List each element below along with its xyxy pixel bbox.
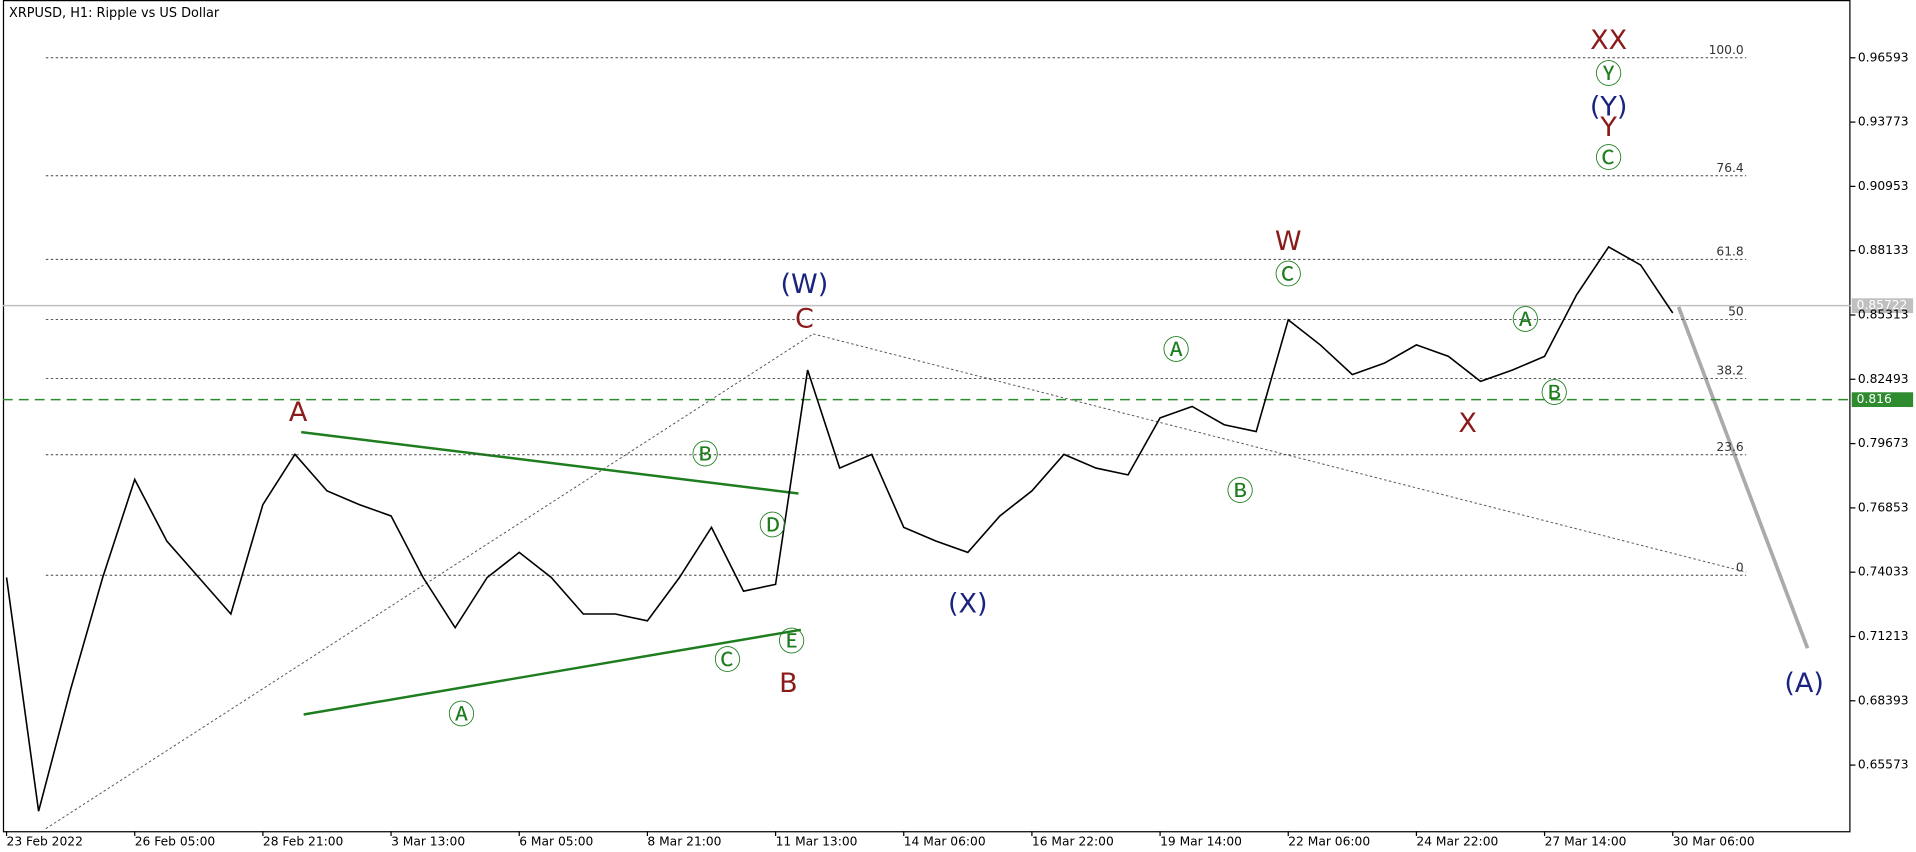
x-tick-label: 11 Mar 13:00 [776,835,858,849]
y-tick-label: 0.96593 [1858,50,1909,64]
wave-label: A [289,397,308,428]
x-tick-label: 3 Mar 13:00 [391,835,465,849]
price-label-box [1851,298,1914,314]
x-tick-label: 30 Mar 06:00 [1673,835,1755,849]
x-tick-label: 16 Mar 22:00 [1032,835,1114,849]
wave-label: (W) [781,269,829,300]
wave-label: Ⓑ [1227,477,1254,508]
wave-label: Ⓒ [714,645,741,676]
x-tick-label: 14 Mar 06:00 [904,835,986,849]
wave-label: (X) [948,588,988,619]
plot-frame [2,0,1851,833]
y-tick-label: 0.82493 [1858,372,1909,386]
x-tick-label: 19 Mar 14:00 [1160,835,1242,849]
wave-label: C [795,303,814,334]
x-tick-label: 28 Feb 21:00 [263,835,343,849]
wave-label: Ⓐ [1512,306,1539,337]
wave-label: Ⓒ [1595,144,1622,175]
x-tick-label: 6 Mar 05:00 [519,835,593,849]
y-tick-label: 0.76853 [1858,500,1909,514]
x-tick-label: 23 Feb 2022 [7,835,83,849]
wave-label: Ⓑ [692,440,719,471]
triangle-line [301,430,799,495]
triangle-line [303,628,802,716]
y-tick-label: 0.68393 [1858,693,1909,707]
trend-line [813,333,1747,573]
x-tick-label: 27 Mar 14:00 [1545,835,1627,849]
y-tick-label: 0.90953 [1858,179,1909,193]
wave-label: Ⓨ [1595,59,1622,90]
chart-title: XRPUSD, H1: Ripple vs US Dollar [9,6,220,21]
y-tick-label: 0.79673 [1858,436,1909,450]
wave-label: Ⓓ [759,511,786,542]
wave-label: Ⓔ [778,627,805,658]
wave-label: (A) [1784,668,1824,699]
wave-label: Ⓐ [1163,335,1190,366]
wave-label: (Y) [1590,91,1628,122]
x-tick-label: 8 Mar 21:00 [647,835,721,849]
wave-label: X [1458,408,1476,439]
fib-label: 50 [1728,305,1744,319]
wave-label: B [779,668,798,699]
price-label: 0.816 [1857,392,1892,406]
wave-label: XX [1590,25,1627,56]
fib-label: 23.6 [1716,440,1744,454]
plot-layer [45,306,1810,830]
fib-label: 0 [1736,560,1744,574]
y-tick-label: 0.65573 [1858,758,1909,772]
forecast-line [1676,306,1810,649]
fib-label: 76.4 [1716,161,1744,175]
fib-label: 100.0 [1709,43,1744,57]
price-label: 0.85722 [1857,298,1908,312]
wave-label: Ⓑ [1541,379,1568,410]
wave-label: Y [1599,112,1617,143]
y-tick-label: 0.88133 [1858,243,1909,257]
fib-label: 61.8 [1716,244,1743,258]
fib-label: 38.2 [1716,364,1743,378]
x-tick-label: 24 Mar 22:00 [1416,835,1498,849]
y-tick-label: 0.85313 [1858,307,1909,321]
price-label-box [1851,392,1914,408]
x-tick-label: 22 Mar 06:00 [1288,835,1370,849]
x-tick-label: 26 Feb 05:00 [135,835,215,849]
y-tick-label: 0.93773 [1858,115,1909,129]
y-tick-label: 0.74033 [1858,565,1909,579]
wave-label: Ⓐ [448,700,475,731]
wave-label: W [1275,226,1302,257]
price-line-series [5,245,1674,812]
y-tick-label: 0.71213 [1858,629,1909,643]
wave-label: Ⓒ [1275,260,1302,291]
